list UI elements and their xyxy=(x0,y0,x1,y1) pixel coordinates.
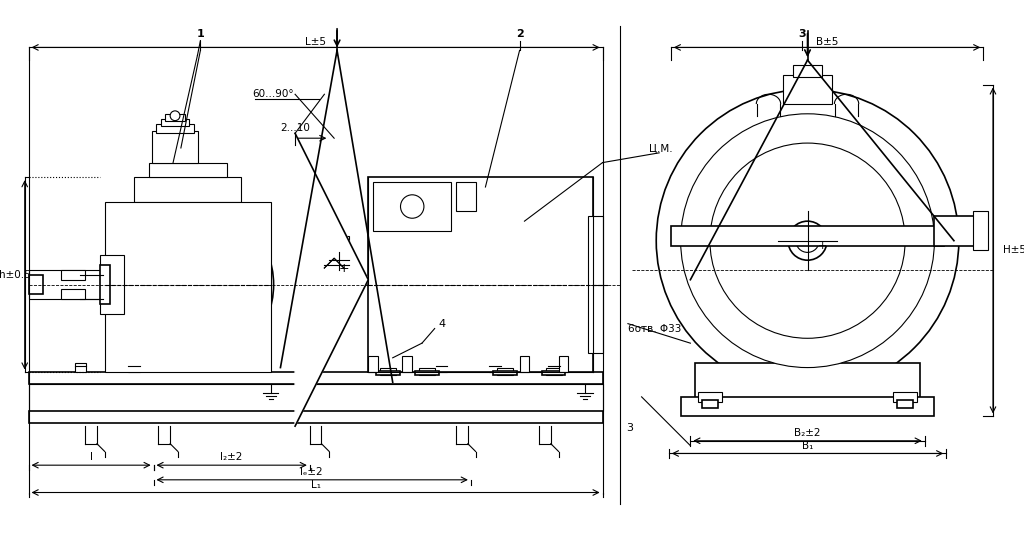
Bar xyxy=(319,255,344,270)
Bar xyxy=(494,372,517,375)
Bar xyxy=(100,265,110,304)
Text: l₂±2: l₂±2 xyxy=(220,452,243,462)
Text: B±5: B±5 xyxy=(816,37,839,47)
Bar xyxy=(369,177,593,373)
Bar xyxy=(165,114,184,121)
Bar xyxy=(29,384,602,411)
Text: Ц.М.: Ц.М. xyxy=(649,143,673,153)
Bar xyxy=(546,367,561,375)
Text: B₂±2: B₂±2 xyxy=(795,428,821,438)
Circle shape xyxy=(656,89,958,392)
Text: 1: 1 xyxy=(197,29,205,39)
Bar xyxy=(559,356,568,373)
Text: 6отв. Φ33: 6отв. Φ33 xyxy=(628,323,681,333)
Bar xyxy=(314,236,349,260)
Bar xyxy=(542,372,565,375)
Bar xyxy=(299,362,310,373)
Bar xyxy=(897,400,913,408)
Bar xyxy=(671,226,944,245)
Circle shape xyxy=(170,111,180,121)
Text: 2...10: 2...10 xyxy=(281,124,310,133)
Bar xyxy=(369,356,378,373)
Text: L±5: L±5 xyxy=(305,37,326,47)
Bar xyxy=(104,201,270,373)
Bar xyxy=(29,270,106,299)
Circle shape xyxy=(681,114,935,367)
Bar xyxy=(128,362,140,373)
Bar xyxy=(415,372,438,375)
Text: 3: 3 xyxy=(798,29,806,39)
Polygon shape xyxy=(295,133,369,426)
Bar xyxy=(402,356,413,373)
Text: 4: 4 xyxy=(438,318,445,329)
Bar xyxy=(698,392,722,402)
Bar xyxy=(134,177,242,201)
Bar xyxy=(60,289,85,299)
Circle shape xyxy=(101,199,273,371)
Bar xyxy=(29,411,602,423)
Circle shape xyxy=(400,195,424,218)
Text: lₑ±2: lₑ±2 xyxy=(300,467,323,477)
Bar xyxy=(695,362,920,402)
Polygon shape xyxy=(325,258,344,268)
Bar xyxy=(548,362,559,373)
Bar xyxy=(489,362,501,373)
Bar xyxy=(519,356,529,373)
Bar xyxy=(893,392,916,402)
Bar xyxy=(974,212,988,250)
Text: L₁: L₁ xyxy=(310,480,321,490)
Bar xyxy=(456,182,476,212)
Bar xyxy=(157,124,194,133)
Bar xyxy=(935,216,983,245)
Bar xyxy=(148,163,226,177)
Text: l: l xyxy=(89,452,92,462)
Bar xyxy=(497,367,513,375)
Bar xyxy=(588,216,602,353)
Bar xyxy=(373,182,452,231)
Bar xyxy=(702,400,718,408)
Circle shape xyxy=(120,216,256,353)
Text: 60...90°: 60...90° xyxy=(252,89,294,99)
Bar xyxy=(29,275,43,294)
Circle shape xyxy=(796,229,819,252)
Text: h±0.5: h±0.5 xyxy=(0,270,31,280)
Bar xyxy=(380,367,395,375)
Text: B₁: B₁ xyxy=(802,441,813,451)
Bar xyxy=(100,255,124,314)
Circle shape xyxy=(710,143,905,338)
Text: H±5: H±5 xyxy=(1002,245,1024,256)
Circle shape xyxy=(788,221,827,260)
Text: +: + xyxy=(339,262,349,274)
Text: +: + xyxy=(817,241,826,251)
Text: 3: 3 xyxy=(627,423,634,433)
Bar xyxy=(376,372,399,375)
Bar xyxy=(29,373,602,384)
Bar xyxy=(152,132,199,163)
Bar xyxy=(60,270,85,280)
Text: 2: 2 xyxy=(516,29,523,39)
Bar xyxy=(435,362,447,373)
Bar xyxy=(681,397,935,416)
Bar xyxy=(419,367,434,375)
Bar xyxy=(793,65,822,77)
Bar xyxy=(783,75,831,104)
Circle shape xyxy=(173,270,203,299)
Bar xyxy=(162,119,188,127)
Bar xyxy=(75,362,86,373)
